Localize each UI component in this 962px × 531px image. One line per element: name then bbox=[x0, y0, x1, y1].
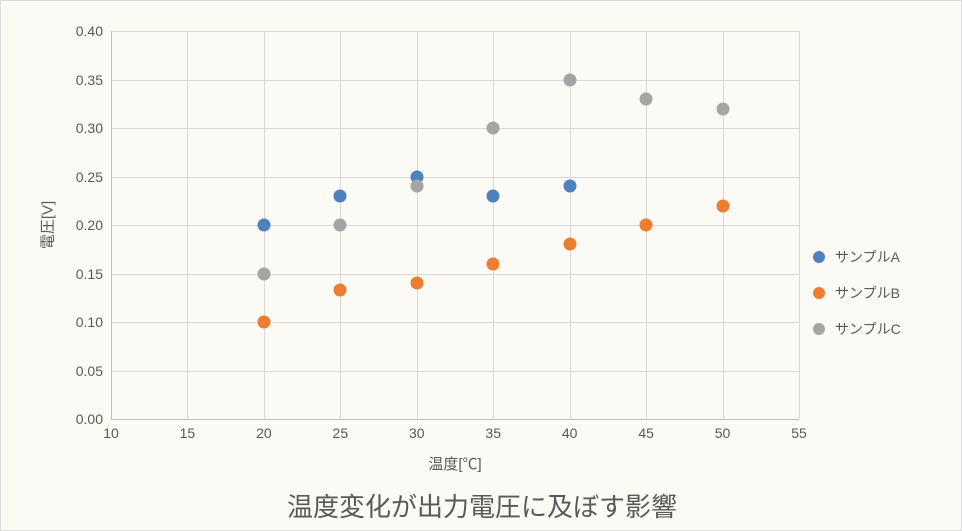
gridline-vertical bbox=[187, 31, 188, 419]
data-point bbox=[257, 219, 270, 232]
gridline-vertical bbox=[723, 31, 724, 419]
legend: サンプルA サンプルB サンプルC bbox=[813, 239, 901, 347]
y-axis-line bbox=[111, 31, 112, 419]
gridline-vertical bbox=[799, 31, 800, 419]
data-point bbox=[640, 219, 653, 232]
gridline-vertical bbox=[493, 31, 494, 419]
legend-item: サンプルB bbox=[813, 275, 901, 311]
data-point bbox=[487, 122, 500, 135]
gridline-horizontal bbox=[111, 128, 799, 129]
data-point bbox=[334, 219, 347, 232]
legend-label: サンプルA bbox=[835, 247, 900, 267]
gridline-horizontal bbox=[111, 322, 799, 323]
legend-swatch bbox=[813, 287, 825, 299]
x-axis-title: 温度[℃] bbox=[428, 453, 481, 474]
data-point bbox=[334, 189, 347, 202]
data-point bbox=[563, 180, 576, 193]
data-point bbox=[563, 73, 576, 86]
chart-title: 温度変化が出力電圧に及ぼす影響 bbox=[287, 487, 677, 524]
x-tick-label: 25 bbox=[333, 419, 349, 441]
data-point bbox=[257, 267, 270, 280]
legend-swatch bbox=[813, 251, 825, 263]
data-point bbox=[410, 277, 423, 290]
x-tick-label: 15 bbox=[180, 419, 196, 441]
y-tick-label: 0.20 bbox=[76, 217, 111, 233]
x-tick-label: 35 bbox=[485, 419, 501, 441]
y-tick-label: 0.30 bbox=[76, 120, 111, 136]
data-point bbox=[257, 316, 270, 329]
x-tick-label: 10 bbox=[103, 419, 119, 441]
y-tick-label: 0.10 bbox=[76, 314, 111, 330]
data-point bbox=[640, 92, 653, 105]
gridline-horizontal bbox=[111, 80, 799, 81]
data-point bbox=[334, 283, 347, 296]
data-point bbox=[563, 238, 576, 251]
data-point bbox=[487, 189, 500, 202]
x-axis-line bbox=[111, 419, 799, 420]
y-tick-label: 0.25 bbox=[76, 169, 111, 185]
x-tick-label: 20 bbox=[256, 419, 272, 441]
gridline-vertical bbox=[417, 31, 418, 419]
x-tick-label: 30 bbox=[409, 419, 425, 441]
x-tick-label: 55 bbox=[791, 419, 807, 441]
chart-container: 0.000.050.100.150.200.250.300.350.401015… bbox=[0, 0, 962, 531]
plot-area: 0.000.050.100.150.200.250.300.350.401015… bbox=[111, 31, 799, 419]
data-point bbox=[487, 257, 500, 270]
y-tick-label: 0.35 bbox=[76, 72, 111, 88]
y-axis-title: 電圧[V] bbox=[37, 201, 58, 249]
gridline-horizontal bbox=[111, 31, 799, 32]
legend-label: サンプルB bbox=[835, 283, 900, 303]
data-point bbox=[716, 199, 729, 212]
y-tick-label: 0.05 bbox=[76, 363, 111, 379]
x-tick-label: 40 bbox=[562, 419, 578, 441]
x-tick-label: 45 bbox=[638, 419, 654, 441]
gridline-vertical bbox=[570, 31, 571, 419]
data-point bbox=[410, 180, 423, 193]
legend-swatch bbox=[813, 323, 825, 335]
data-point bbox=[716, 102, 729, 115]
legend-item: サンプルA bbox=[813, 239, 901, 275]
y-tick-label: 0.15 bbox=[76, 266, 111, 282]
gridline-horizontal bbox=[111, 274, 799, 275]
gridline-horizontal bbox=[111, 371, 799, 372]
legend-label: サンプルC bbox=[835, 319, 901, 339]
gridline-horizontal bbox=[111, 177, 799, 178]
gridline-horizontal bbox=[111, 225, 799, 226]
x-tick-label: 50 bbox=[715, 419, 731, 441]
y-tick-label: 0.40 bbox=[76, 23, 111, 39]
legend-item: サンプルC bbox=[813, 311, 901, 347]
